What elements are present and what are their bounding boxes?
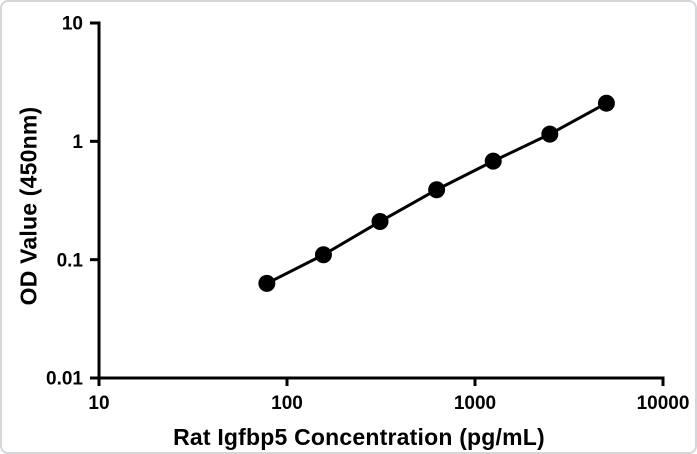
- y-tick-label: 1: [72, 132, 83, 153]
- x-axis-title: Rat Igfbp5 Concentration (pg/mL): [173, 424, 545, 450]
- y-tick-label: 0.1: [57, 250, 84, 271]
- data-point-marker: [541, 125, 559, 143]
- x-tick-label: 100: [271, 393, 303, 414]
- x-tick-label: 10: [88, 393, 109, 414]
- data-point-marker: [484, 152, 502, 170]
- data-point-marker: [597, 94, 615, 112]
- data-point-marker: [258, 274, 276, 292]
- data-point-marker: [371, 213, 389, 231]
- y-tick-label: 0.01: [46, 369, 83, 390]
- data-point-marker: [314, 246, 332, 264]
- y-tick-label: 10: [62, 14, 83, 35]
- x-tick-label: 10000: [637, 393, 690, 414]
- data-point-marker: [428, 181, 446, 199]
- x-tick-label: 1000: [454, 393, 496, 414]
- y-axis-title: OD Value (450nm): [15, 106, 42, 306]
